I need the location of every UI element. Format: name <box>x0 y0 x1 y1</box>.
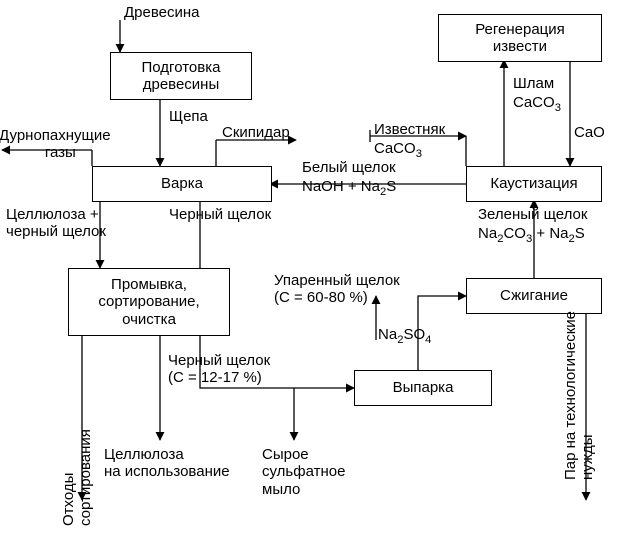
label-lime: Известняк <box>374 121 445 138</box>
node-caust: Каустизация <box>466 166 602 202</box>
node-prep: Подготовкадревесины <box>110 52 252 100</box>
label-slurryf: CaCO3 <box>513 94 561 115</box>
node-evap: Выпарка <box>354 370 492 406</box>
label-waste: Отходы сортирования <box>60 429 95 526</box>
label-soap: Сырое сульфатное мыло <box>262 446 345 498</box>
label-chips: Щепа <box>169 108 208 125</box>
label-wood: Древесина <box>124 4 200 21</box>
label-black1: Черный щелок <box>169 206 271 223</box>
label-slurry: Шлам <box>513 75 554 92</box>
label-na2so4: Na2SO4 <box>378 326 431 347</box>
label-white: Белый щелок <box>302 159 396 176</box>
label-steam: Пар на технологические нужды <box>562 311 597 480</box>
label-pulp: Целлюлоза на использование <box>104 446 230 481</box>
label-conc: Упаренный щелок (С = 60-80 %) <box>274 272 400 307</box>
label-greenf: Na2CO3 + Na2S <box>478 225 585 246</box>
label-cao: CaO <box>574 124 605 141</box>
label-whitef: NaOH + Na2S <box>302 178 396 199</box>
node-burn: Сжигание <box>466 278 602 314</box>
label-pulpbl: Целлюлоза + черный щелок <box>6 206 106 241</box>
node-regen: Регенерацияизвести <box>438 14 602 62</box>
node-cook: Варка <box>92 166 272 202</box>
label-limef: CaCO3 <box>374 140 422 161</box>
node-wash: Промывка,сортирование,очистка <box>68 268 230 336</box>
label-green: Зеленый щелок <box>478 206 587 223</box>
label-smell: Дурнопахнущие газы <box>0 127 111 162</box>
label-black2: Черный щелок (С = 12-17 %) <box>168 352 270 387</box>
label-turp: Скипидар <box>222 124 290 141</box>
